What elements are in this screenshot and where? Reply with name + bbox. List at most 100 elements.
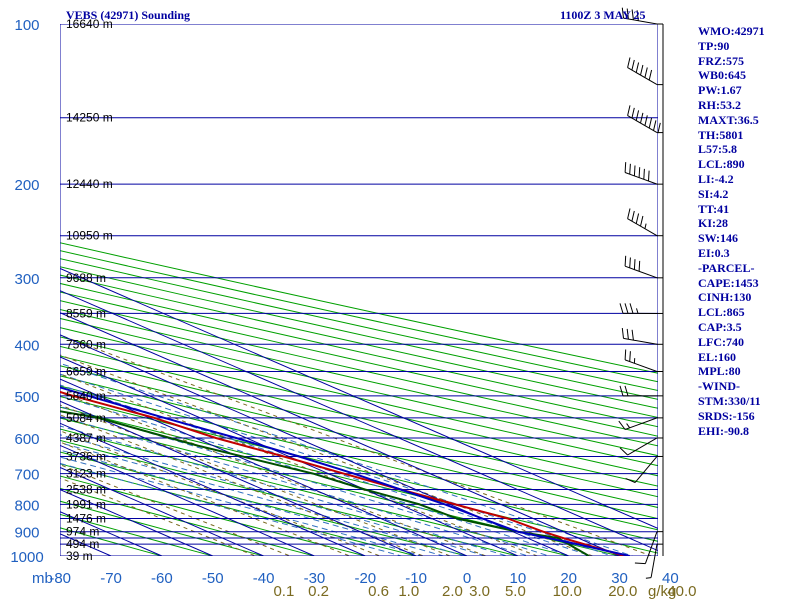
wind-barb-flag <box>621 327 624 339</box>
sounding-traces <box>60 386 630 556</box>
station-title: VEBS (42971) Sounding <box>66 8 191 22</box>
dry-adiabat-line <box>60 327 658 467</box>
wind-barb-flag <box>629 163 631 175</box>
height-label: 6659 m <box>66 365 106 379</box>
wind-barbs <box>618 7 664 579</box>
temperature-tick-label: -20 <box>354 570 376 587</box>
wind-barb-flag <box>619 303 624 314</box>
dry-adiabat-line <box>60 300 658 437</box>
mixing-ratio-tick-label: 5.0 <box>505 583 526 600</box>
wind-barb-shaft <box>623 17 658 25</box>
mixing-ratio-tick-label: 10.0 <box>553 583 582 600</box>
wind-barb-shaft <box>627 115 658 134</box>
wind-barb-flag <box>644 115 648 126</box>
height-label: 4387 m <box>66 431 106 445</box>
dry-adiabat-line <box>60 451 470 556</box>
wind-barb-flag <box>633 259 636 270</box>
mixing-ratio-tick-label: 0.1 <box>273 583 294 600</box>
wind-barb-shaft <box>624 172 658 185</box>
wind-barb-flag <box>624 255 627 267</box>
dry-adiabat-line <box>60 500 266 556</box>
stability-index-item: EL:160 <box>698 349 737 364</box>
isotherm-line <box>0 24 9 556</box>
wind-barb <box>645 543 663 579</box>
wind-barb-flag <box>635 62 640 73</box>
stability-index-item: WMO:42971 <box>698 24 765 38</box>
wind-barb-flag <box>653 120 657 131</box>
wind-barb-half-flag <box>645 577 652 579</box>
wind-barb-half-flag <box>644 223 647 229</box>
stability-index-item: KI:28 <box>698 216 728 231</box>
wind-barb-flag <box>629 303 634 314</box>
height-label: 10950 m <box>66 229 113 243</box>
wind-barb-flag <box>635 110 640 121</box>
wind-barb-shaft <box>650 544 658 578</box>
wind-barb-flag <box>619 447 628 456</box>
wind-barb <box>627 57 663 86</box>
wind-barb-shaft <box>627 437 658 456</box>
dry-adiabat-line <box>60 308 658 447</box>
wind-barb <box>621 327 663 345</box>
wind-barb-shaft <box>627 218 658 237</box>
stability-index-item: CAPE:1453 <box>698 275 759 290</box>
stability-index-item: CINH:130 <box>698 290 752 305</box>
wind-barb-flag <box>626 328 629 340</box>
temperature-tick-label: 20 <box>560 570 577 587</box>
dry-adiabat-line <box>60 242 658 374</box>
wind-barb-flag <box>627 208 631 219</box>
height-label: 3123 m <box>66 467 106 481</box>
temperature-tick-label: -30 <box>304 570 326 587</box>
stability-indices-panel: WMO:42971 TP:90 FRZ:575 WB0:645 PW:1.67 RH:53… <box>698 24 798 438</box>
height-label: 1476 m <box>66 511 106 525</box>
height-label: 5084 m <box>66 411 106 425</box>
dry-adiabat-line <box>60 527 164 556</box>
pressure-tick-label: 800 <box>14 497 39 514</box>
dry-adiabat-line <box>60 336 658 477</box>
stability-index-item: SI:4.2 <box>698 186 729 201</box>
stability-index-item: SW:146 <box>698 231 739 246</box>
wind-barb-flag <box>648 117 653 129</box>
wind-barb-flag <box>627 105 631 116</box>
moist-adiabat-line <box>60 373 614 556</box>
pressure-tick-label: 100 <box>14 17 39 34</box>
isotherm-line <box>60 422 366 556</box>
pressure-tick-label: 400 <box>14 337 39 354</box>
temperature-tick-label: 0 <box>463 570 471 587</box>
stability-index-item: MAXT:36.5 <box>698 112 759 127</box>
temperature-tick-label: -50 <box>202 570 224 587</box>
mixing-ratio-tick-label: 1.0 <box>398 583 419 600</box>
stability-index-item: TT:41 <box>698 201 730 216</box>
wind-barb-flag <box>627 57 631 68</box>
height-label: 974 m <box>66 525 99 539</box>
dry-adiabat-line <box>60 317 658 457</box>
wind-barb-flag <box>634 562 646 565</box>
stability-index-item: LI:-4.2 <box>698 171 734 186</box>
wind-barb-flag <box>640 64 644 76</box>
wind-barb-shaft <box>624 265 658 279</box>
wind-barb <box>634 531 663 565</box>
wind-barb-flag <box>624 385 629 397</box>
mixing-ratio-tick-label: 40.0 <box>667 583 696 600</box>
stability-index-item: -PARCEL- <box>698 260 755 275</box>
moist-adiabat-line <box>60 362 635 556</box>
isotherm-isobar-grid <box>0 24 658 556</box>
wind-barb-flag <box>626 8 629 20</box>
stability-index-item: LCL:865 <box>698 305 745 320</box>
wind-barb-flag <box>633 165 636 176</box>
moist-adiabat-line <box>60 456 425 556</box>
wind-barb <box>619 385 663 397</box>
mixing-ratio-tick-label: 0.2 <box>308 583 329 600</box>
wind-barb-flag <box>640 215 644 227</box>
wind-barb-flag <box>657 122 661 134</box>
pressure-tick-label: 700 <box>14 467 39 484</box>
dry-adiabat-line <box>60 428 571 556</box>
parcel-trace <box>60 386 630 556</box>
stability-index-item: TP:90 <box>698 38 730 53</box>
wind-barb <box>624 162 663 185</box>
moist-adiabat-line <box>60 405 551 556</box>
wind-barb-flag <box>648 170 650 182</box>
wind-barb <box>619 437 663 456</box>
stability-index-item: L57:5.8 <box>698 142 737 157</box>
dry-adiabat-line <box>60 365 658 509</box>
isotherm-line <box>60 378 468 556</box>
